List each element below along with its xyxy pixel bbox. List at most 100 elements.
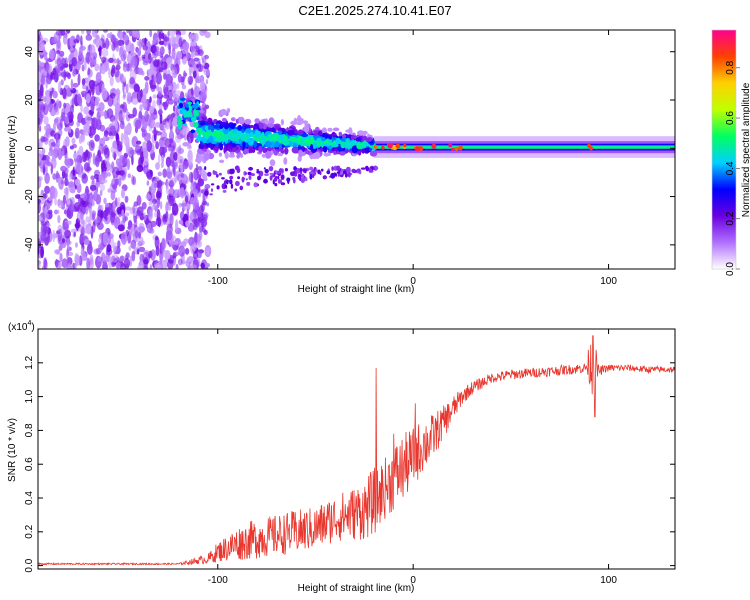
spectrogram-noise-blob: [127, 113, 135, 119]
spectrogram-noise-blob: [57, 228, 62, 242]
spectrogram-noise-blob: [60, 165, 67, 172]
spectrogram-turbulent-blob: [327, 139, 332, 143]
spectrogram-turbulent-blob: [224, 133, 229, 142]
spectrogram-scatter-blob: [229, 169, 234, 175]
spectrogram-noise-blob: [60, 79, 64, 86]
spectrogram-turbulent-blob: [297, 129, 304, 135]
spectrogram-noise-blob: [91, 30, 98, 38]
spectrogram-noise-blob: [174, 175, 178, 183]
spectrogram-x-tick-label: 0: [410, 276, 416, 287]
spectrogram-noise-blob: [88, 203, 92, 214]
spectrogram-noise-blob: [149, 30, 153, 38]
spectrogram-noise-blob: [61, 238, 65, 243]
spectrogram-noise-blob: [113, 182, 118, 190]
spectrogram-noise-blob: [104, 156, 109, 165]
spectrogram-scatter-blob: [204, 190, 209, 196]
spectrogram-noise-blob: [149, 96, 152, 104]
spectrogram-noise-blob: [155, 190, 162, 199]
spectrogram-scatter-blob: [299, 171, 303, 175]
spectrogram-turbulent-blob: [300, 139, 305, 144]
spectrogram-noise-blob: [55, 140, 61, 148]
spectrogram-noise-blob: [76, 60, 81, 71]
spectrogram-noise-blob: [119, 120, 125, 130]
spectrogram-noise-blob: [109, 76, 114, 87]
spectrogram-scatter-blob: [360, 167, 366, 170]
spectrogram-noise-blob: [72, 69, 77, 77]
spectrogram-noise-blob: [124, 136, 130, 148]
spectrogram-noise-blob: [152, 94, 158, 99]
spectrogram-peak-dot: [451, 147, 455, 151]
spectrogram-noise-blob: [161, 136, 168, 141]
spectrogram-noise-blob: [160, 161, 164, 168]
spectrogram-y-tick-label: -20: [24, 189, 35, 204]
snr-panel: -100 0 100 0.0 0.2 0.4 0.6 0.8 1.0 1.2 (x104) He…: [7, 320, 676, 594]
spectrogram-noise-blob: [124, 195, 129, 203]
spectrogram-noise-blob: [95, 72, 102, 83]
spectrogram-turbulent-blob: [316, 137, 322, 141]
spectrogram-turbulent-blob: [298, 144, 301, 151]
spectrogram-turbulent-blob: [357, 130, 365, 136]
spectrogram-frame: [37, 29, 676, 270]
spectrogram-noise-blob: [168, 203, 172, 211]
spectrogram-noise-blob: [76, 150, 80, 161]
spectrogram-scatter-blob: [315, 168, 318, 173]
spectrogram-noise-blob: [38, 30, 42, 37]
spectrogram-turbulent-blob: [214, 144, 219, 152]
spectrogram-noise-blob: [50, 71, 53, 81]
spectrogram-noise-blob: [187, 75, 193, 86]
spectrogram-turbulent-blob: [274, 125, 279, 131]
spectrogram-scatter-blob: [264, 173, 269, 177]
spectrogram-noise-blob: [196, 250, 202, 259]
spectrogram-scatter-blob: [234, 188, 237, 192]
spectrogram-turbulent-blob: [331, 144, 339, 148]
spectrogram-turbulent-blob: [363, 143, 370, 147]
spectrogram-noise-blob: [81, 78, 86, 87]
spectrogram-noise-blob: [111, 64, 116, 74]
spectrogram-noise-blob: [51, 37, 57, 44]
spectrogram-turbulent-blob: [345, 129, 353, 133]
spectrogram-noise-blob: [39, 62, 45, 67]
spectrogram-noise-blob: [69, 45, 76, 53]
spectrogram-noise-blob: [155, 72, 162, 85]
spectrogram-noise-blob: [165, 73, 172, 83]
spectrogram-noise-blob: [78, 145, 84, 157]
spectrogram-turbulent-blob: [244, 118, 252, 125]
spectrogram-noise-blob: [112, 97, 119, 107]
spectrogram-scatter-blob: [326, 170, 331, 175]
spectrogram-noise-blob: [171, 47, 176, 60]
spectrogram-turbulent-blob: [327, 127, 333, 132]
spectrogram-noise-blob: [158, 40, 166, 45]
spectrogram-turbulent-blob: [203, 153, 210, 161]
spectrogram-noise-blob: [81, 217, 85, 229]
spectrogram-turbulent-blob: [350, 134, 355, 140]
spectrogram-noise-blob: [109, 125, 117, 136]
spectrogram-noise-blob: [73, 39, 79, 44]
spectrogram-turbulent-blob: [261, 131, 265, 139]
spectrogram-noise-blob: [95, 38, 103, 49]
spectrogram-noise-blob: [192, 32, 199, 43]
spectrogram-noise-blob: [192, 62, 196, 68]
spectrogram-noise-blob: [40, 245, 44, 259]
spectrogram-noise-blob: [173, 164, 176, 177]
spectrogram-noise-blob: [89, 184, 97, 191]
spectrogram-scatter-blob: [308, 171, 314, 176]
spectrogram-scatter-blob: [278, 179, 281, 184]
spectrogram-noise-blob: [162, 101, 167, 107]
colorbar-tick-label: 0.2: [725, 211, 736, 225]
spectrogram-turbulent-blob: [340, 141, 346, 149]
spectrogram-noise-blob: [162, 168, 168, 178]
spectrogram-turbulent-blob: [218, 152, 223, 157]
spectrogram-scatter-blob: [250, 173, 255, 177]
spectrogram-noise-blob: [165, 121, 170, 130]
spectrogram-noise-blob: [155, 246, 160, 257]
spectrogram-scatter-blob: [212, 170, 215, 173]
spectrogram-noise-blob: [83, 106, 90, 115]
spectrogram-peak-dot: [403, 143, 407, 148]
spectrogram-turbulent-blob: [321, 137, 326, 142]
spectrogram-noise-blob: [77, 93, 82, 105]
spectrogram-noise-blob: [54, 59, 58, 65]
spectrogram-noise-blob: [85, 93, 91, 104]
snr-series-line: [38, 335, 675, 567]
spectrogram-turbulent-blob: [319, 148, 324, 152]
spectrogram-noise-blob: [89, 44, 96, 58]
